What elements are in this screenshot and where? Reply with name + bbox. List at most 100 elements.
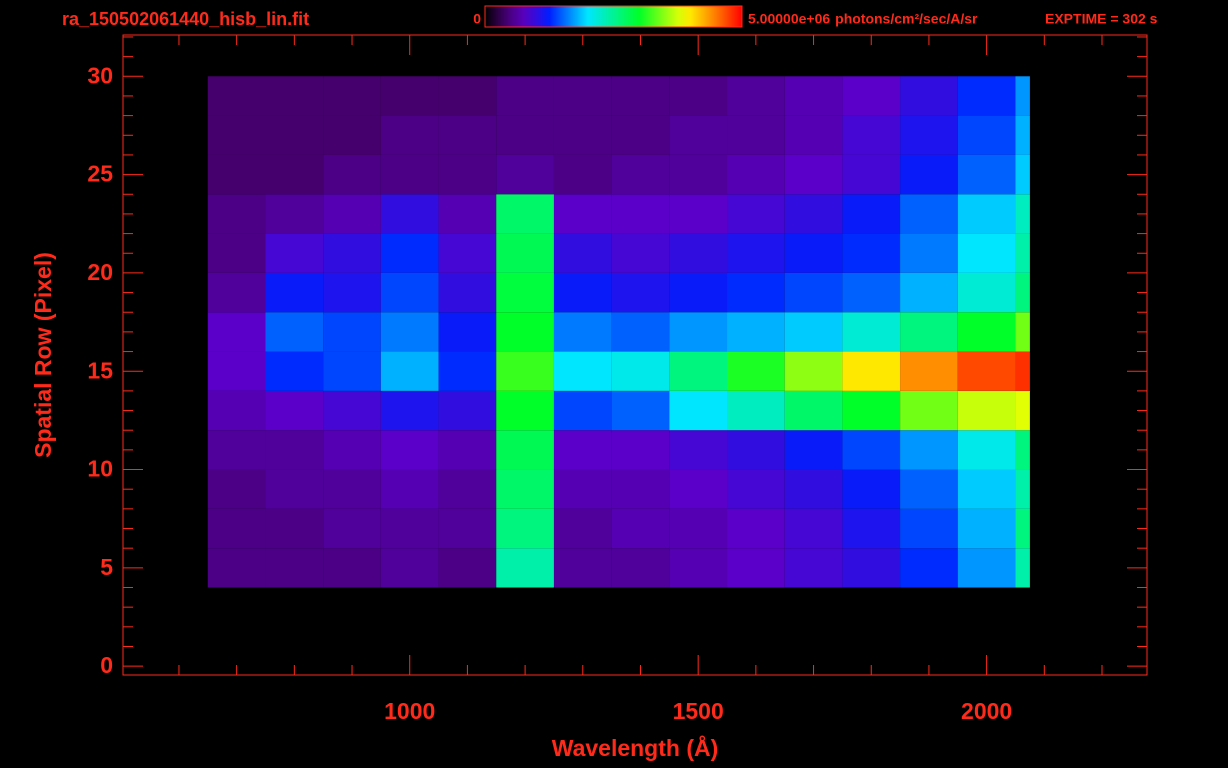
- heatmap-cell: [727, 115, 785, 155]
- heatmap-cell: [900, 548, 958, 588]
- heatmap-cell: [438, 430, 497, 470]
- heatmap-cell: [1015, 312, 1030, 352]
- heatmap-cell: [207, 508, 266, 549]
- heatmap-cell: [611, 115, 670, 155]
- heatmap-cell: [957, 272, 1016, 313]
- heatmap-cell: [957, 430, 1016, 470]
- heatmap-cell: [1015, 469, 1030, 509]
- heatmap-cell: [207, 272, 266, 313]
- heatmap-cell: [727, 508, 785, 549]
- heatmap-cell: [323, 233, 381, 273]
- heatmap-cell: [207, 469, 266, 509]
- heatmap-cell: [496, 272, 554, 313]
- colorbar: [484, 5, 743, 28]
- heatmap-cell: [323, 469, 381, 509]
- heatmap-cell: [207, 351, 266, 391]
- heatmap-cell: [727, 390, 785, 431]
- heatmap-cell: [553, 351, 612, 391]
- colorbar-unit: photons/cm²/sec/A/sr: [835, 11, 978, 27]
- heatmap-cell: [727, 469, 785, 509]
- heatmap-cell: [438, 76, 497, 116]
- heatmap-cell: [496, 430, 554, 470]
- heatmap-cell: [496, 508, 554, 549]
- heatmap-cell: [553, 508, 612, 549]
- heatmap-cell: [611, 430, 670, 470]
- heatmap-cell: [611, 154, 670, 195]
- heatmap-cell: [323, 351, 381, 391]
- heatmap-cell: [496, 76, 554, 116]
- heatmap-cell: [957, 469, 1016, 509]
- heatmap-cell: [380, 115, 439, 155]
- heatmap-cell: [380, 351, 439, 391]
- heatmap-cell: [496, 548, 554, 588]
- y-tick-label: 0: [100, 652, 113, 678]
- heatmap-cell: [669, 351, 728, 391]
- heatmap-cell: [900, 469, 958, 509]
- heatmap-cell: [669, 430, 728, 470]
- heatmap-cell: [611, 351, 670, 391]
- heatmap-cell: [957, 508, 1016, 549]
- heatmap-cell: [784, 469, 843, 509]
- heatmap-cell: [727, 430, 785, 470]
- heatmap-cell: [611, 390, 670, 431]
- heatmap-cell: [957, 548, 1016, 588]
- heatmap-cell: [669, 194, 728, 234]
- heatmap-cell: [438, 154, 497, 195]
- heatmap-cell: [1015, 430, 1030, 470]
- heatmap-cell: [1015, 233, 1030, 273]
- heatmap-cell: [669, 233, 728, 273]
- heatmap-cell: [323, 430, 381, 470]
- heatmap-cell: [842, 548, 901, 588]
- heatmap-cell: [207, 233, 266, 273]
- heatmap-cell: [265, 548, 324, 588]
- heatmap-cell: [842, 233, 901, 273]
- heatmap-cell: [957, 194, 1016, 234]
- heatmap-cell: [784, 508, 843, 549]
- x-tick-label: 1000: [384, 698, 435, 724]
- heatmap-cell: [496, 351, 554, 391]
- heatmap-cell: [784, 115, 843, 155]
- heatmap-cell: [265, 115, 324, 155]
- heatmap-cell: [438, 272, 497, 313]
- heatmap-cell: [669, 154, 728, 195]
- heatmap-cell: [265, 430, 324, 470]
- heatmap-cell: [207, 194, 266, 234]
- heatmap-cell: [323, 76, 381, 116]
- heatmap-cell: [784, 390, 843, 431]
- heatmap-cell: [611, 272, 670, 313]
- heatmap-cell: [496, 154, 554, 195]
- chart-title: ra_150502061440_hisb_lin.fit: [62, 9, 309, 29]
- y-tick-label: 20: [87, 259, 113, 285]
- heatmap-cell: [438, 469, 497, 509]
- heatmap-cell: [842, 508, 901, 549]
- heatmap-cell: [957, 312, 1016, 352]
- heatmap-cell: [784, 154, 843, 195]
- heatmap-cell: [207, 312, 266, 352]
- heatmap-cell: [957, 390, 1016, 431]
- heatmap-cell: [438, 548, 497, 588]
- heatmap-cell: [669, 469, 728, 509]
- heatmap-cell: [957, 233, 1016, 273]
- heatmap-cell: [1015, 194, 1030, 234]
- heatmap-cell: [842, 115, 901, 155]
- heatmap-cell: [323, 194, 381, 234]
- heatmap-cell: [784, 272, 843, 313]
- heatmap-cell: [207, 115, 266, 155]
- heatmap-cell: [1015, 351, 1030, 391]
- heatmap-cell: [323, 548, 381, 588]
- y-axis-label: Spatial Row (Pixel): [30, 252, 56, 458]
- heatmap-cell: [611, 194, 670, 234]
- heatmap-cell: [611, 312, 670, 352]
- y-tick-label: 30: [87, 62, 113, 88]
- heatmap-cell: [380, 469, 439, 509]
- heatmap-cell: [553, 430, 612, 470]
- heatmap-cell: [957, 115, 1016, 155]
- heatmap-cell: [900, 272, 958, 313]
- heatmap-cell: [323, 508, 381, 549]
- heatmap-cell: [496, 233, 554, 273]
- heatmap-cell: [842, 469, 901, 509]
- heatmap-cell: [784, 548, 843, 588]
- heatmap-cell: [438, 233, 497, 273]
- heatmap-cell: [611, 76, 670, 116]
